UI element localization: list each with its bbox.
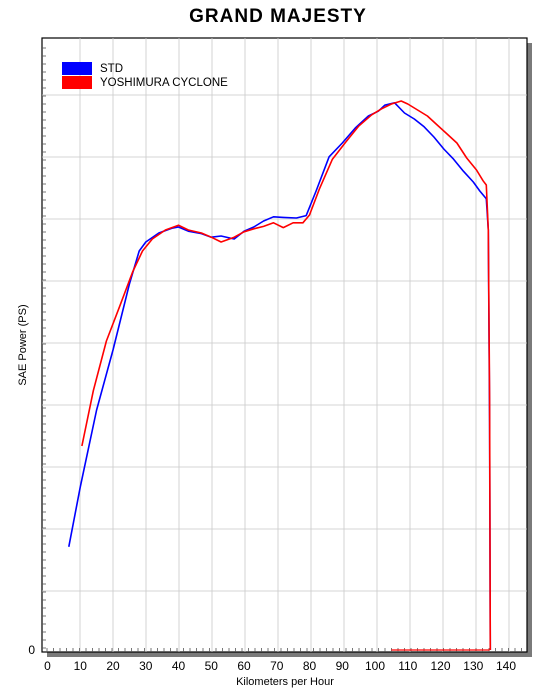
- x-tick-label: 20: [106, 659, 120, 673]
- legend-swatch: [62, 76, 92, 89]
- series-line-std: [68, 102, 492, 651]
- x-axis-label: Kilometers per Hour: [236, 676, 334, 688]
- x-tick-label: 10: [74, 659, 88, 673]
- y-axis-label: SAE Power (PS): [17, 304, 29, 385]
- x-tick-label: 90: [336, 659, 350, 673]
- x-tick-label: 100: [365, 659, 385, 673]
- x-tick-label: 110: [398, 659, 417, 673]
- minor-ticks: [42, 47, 522, 652]
- x-tick-label: 120: [430, 659, 450, 673]
- x-tick-label: 50: [205, 659, 219, 673]
- x-tick-labels: 0 10 20 30 40 50 60 70 80 90 100 110 120 130 140: [44, 659, 516, 673]
- x-tick-label: 80: [303, 659, 317, 673]
- x-tick-label: 30: [139, 659, 153, 673]
- legend-label: YOSHIMURA CYCLONE: [100, 77, 228, 89]
- x-tick-label: 70: [270, 659, 284, 673]
- x-tick-label: 0: [44, 659, 51, 673]
- grid-lines: [42, 38, 527, 652]
- x-tick-label: 40: [172, 659, 186, 673]
- y-tick-label: 0: [28, 643, 35, 657]
- legend: STD YOSHIMURA CYCLONE: [62, 62, 228, 89]
- x-tick-label: 140: [496, 659, 516, 673]
- y-tick-labels: 0: [28, 643, 35, 657]
- plot-area: [41, 37, 528, 653]
- chart-title: GRAND MAJESTY: [189, 6, 367, 27]
- x-tick-label: 130: [463, 659, 483, 673]
- legend-label: STD: [100, 63, 123, 75]
- series-layer: [68, 100, 492, 651]
- series-line-yoshimura-cyclone: [81, 100, 492, 651]
- legend-swatch: [62, 62, 92, 75]
- x-tick-label: 60: [237, 659, 251, 673]
